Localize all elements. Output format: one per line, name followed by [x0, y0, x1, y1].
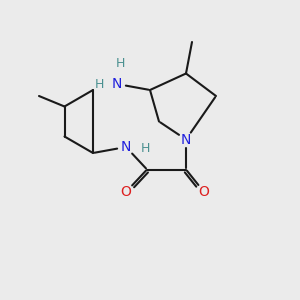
Text: H: H: [115, 57, 125, 70]
Text: N: N: [121, 140, 131, 154]
Text: O: O: [199, 185, 209, 199]
Text: N: N: [181, 133, 191, 146]
Text: N: N: [112, 77, 122, 91]
Text: H: H: [141, 142, 150, 155]
Text: O: O: [121, 185, 131, 199]
Text: H: H: [94, 77, 104, 91]
